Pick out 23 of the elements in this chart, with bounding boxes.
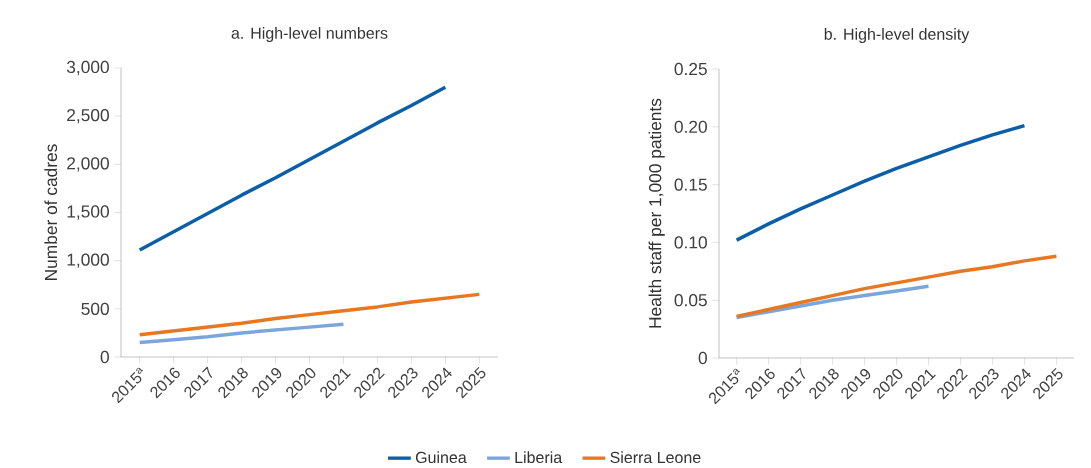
y-axis-title: Number of cadres	[44, 144, 58, 280]
y-tick-label: 0.20	[674, 120, 707, 133]
y-tick-label: 2,500	[67, 109, 109, 124]
y-tick-label: 0.05	[674, 294, 707, 307]
legend-label: Guinea	[415, 451, 467, 464]
legend-label: Sierra Leone	[610, 451, 701, 464]
y-tick-label: 0	[100, 350, 109, 364]
line-series	[734, 254, 1059, 319]
chart-title: b. High-level density	[824, 28, 970, 43]
y-tick-label: 0	[698, 351, 707, 365]
legend-label: Liberia	[515, 451, 563, 464]
y-tick-label: 500	[81, 302, 109, 315]
y-axis-title: Health staff per 1,000 patients	[648, 98, 665, 328]
y-tick-label: 3,000	[66, 60, 109, 76]
line-series	[734, 284, 931, 320]
y-tick-label: 1,500	[67, 205, 109, 220]
y-tick-label: 2,000	[67, 157, 109, 172]
line-series	[734, 123, 1027, 242]
chart-title: a. High-level numbers	[231, 27, 388, 42]
y-tick-label: 0.25	[674, 62, 707, 76]
y-tick-label: 0.10	[674, 236, 707, 249]
y-tick-label: 1,000	[67, 253, 109, 268]
y-tick-label: 0.15	[674, 178, 707, 191]
